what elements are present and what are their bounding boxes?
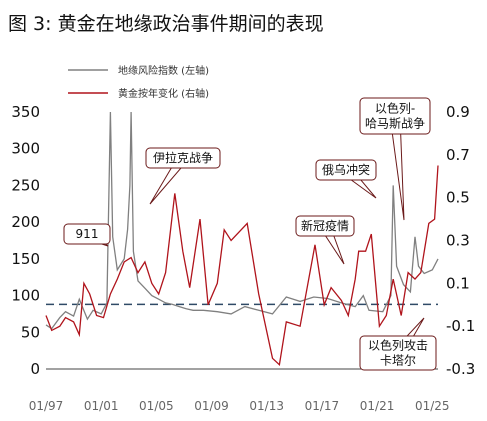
- annotation-callout: 伊拉克战争: [145, 147, 221, 205]
- series-line-gold: [45, 165, 439, 367]
- annotation-callout: 911: [63, 223, 111, 247]
- x-tick-label: 01/05: [139, 399, 174, 413]
- y-left-tick-label: 50: [21, 323, 40, 341]
- annotation-label: 新冠疫情: [301, 218, 349, 233]
- y-right-tick-label: 0.7: [446, 146, 470, 164]
- y-axis-left: 0 50 100 150 200 250 300 350: [11, 103, 40, 378]
- plot-area: 0 50 100 150 200 250 300 350 -0.3 -0.1 0.1 0.3 0.5 0…: [11, 97, 475, 413]
- chart-legend: 地缘风险指数 (左轴) 黄金按年变化 (右轴): [68, 64, 209, 100]
- annotation-box: [145, 147, 221, 169]
- x-tick-label: 01/21: [360, 399, 395, 413]
- x-tick-label: 01/09: [194, 399, 229, 413]
- annotation-box: [63, 223, 111, 245]
- annotation-box: [359, 335, 437, 371]
- y-right-tick-label: -0.1: [446, 317, 475, 335]
- y-right-tick-label: 0.5: [446, 189, 470, 207]
- y-left-tick-label: 350: [11, 103, 40, 121]
- x-tick-label: 01/97: [29, 399, 64, 413]
- annotation-callout: 新冠疫情: [295, 215, 355, 265]
- y-left-tick-label: 300: [11, 140, 40, 158]
- x-tick-label: 01/25: [415, 399, 450, 413]
- annotation-label: 伊拉克战争: [153, 150, 213, 165]
- annotation-callout: 以色列-哈马斯战争: [359, 97, 431, 221]
- y-right-tick-label: 0.3: [446, 232, 470, 250]
- x-tick-label: 01/01: [84, 399, 119, 413]
- y-left-tick-label: 0: [30, 360, 40, 378]
- y-left-tick-label: 250: [11, 176, 40, 194]
- y-axis-right: -0.3 -0.1 0.1 0.3 0.5 0.7 0.9: [446, 103, 475, 378]
- annotation-box: [295, 215, 355, 237]
- annotation-box: [359, 97, 431, 135]
- x-axis: 01/97 01/01 01/05 01/09 01/13 01/17 01/21 01/25: [29, 399, 450, 413]
- annotation-callout: 俄乌冲突: [315, 159, 377, 199]
- x-tick-label: 01/13: [249, 399, 284, 413]
- legend-label-gold: 黄金按年变化 (右轴): [118, 87, 209, 100]
- y-left-tick-label: 150: [11, 250, 40, 268]
- chart-title: 图 3: 黄金在地缘政治事件期间的表现: [8, 13, 324, 35]
- annotation-label: 卡塔尔: [380, 353, 416, 368]
- annotation-label: 911: [76, 227, 99, 241]
- annotation-box: [315, 159, 377, 181]
- annotation-label: 俄乌冲突: [322, 162, 370, 177]
- y-right-tick-label: -0.3: [446, 360, 475, 378]
- y-right-tick-label: 0.1: [446, 274, 470, 292]
- y-left-tick-label: 200: [11, 213, 40, 231]
- x-tick-label: 01/17: [305, 399, 340, 413]
- legend-label-risk: 地缘风险指数 (左轴): [118, 64, 209, 77]
- y-right-tick-label: 0.9: [446, 103, 470, 121]
- annotation-label: 哈马斯战争: [365, 117, 425, 131]
- y-left-tick-label: 100: [11, 287, 40, 305]
- annotation-label: 以色列-: [375, 102, 415, 116]
- annotation-label: 以色列攻击: [368, 339, 428, 353]
- series-line-risk: [45, 111, 439, 330]
